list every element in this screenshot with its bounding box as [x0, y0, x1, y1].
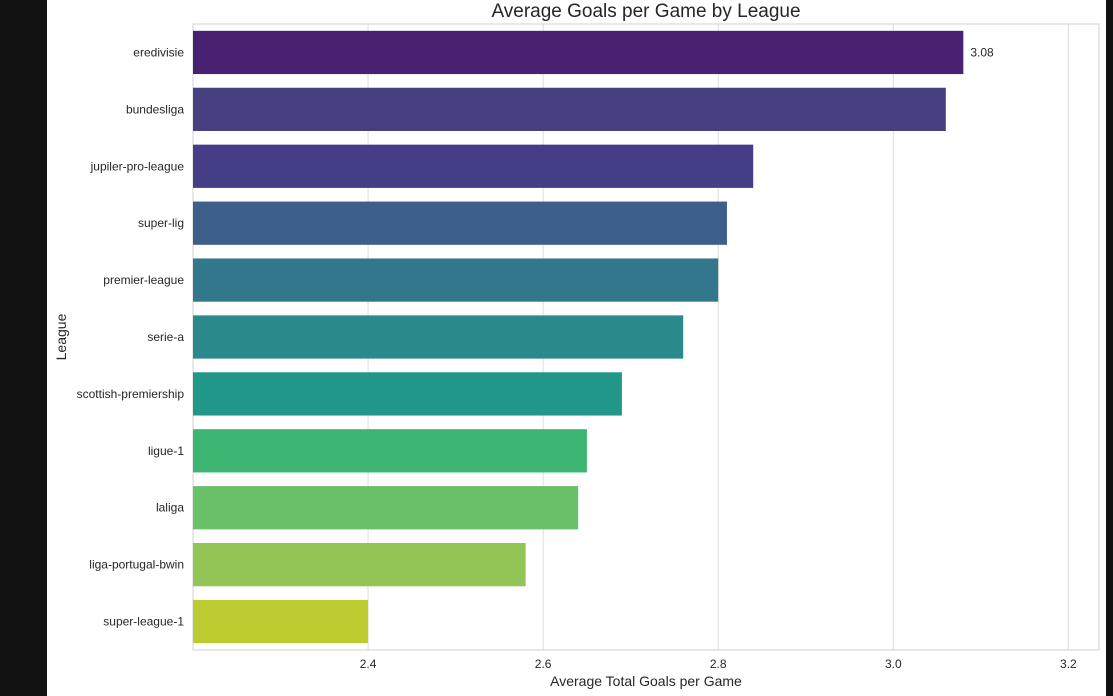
bar-bundesliga: [193, 87, 946, 131]
bars: [193, 30, 964, 644]
bar-laliga: [193, 486, 579, 530]
bar-ligue-1: [193, 429, 587, 473]
x-tick-label-2.8: 2.8: [710, 657, 727, 671]
data-label-eredivisie: 3.08: [970, 45, 994, 59]
y-tick-label-scottish-premiership: scottish-premiership: [77, 387, 185, 401]
y-tick-labels: eredivisie bundesliga jupiler-pro-league su…: [77, 45, 185, 628]
y-tick-label-super-lig: super-lig: [138, 216, 184, 230]
bar-scottish-premiership: [193, 372, 622, 416]
x-tick-label-3.2: 3.2: [1060, 657, 1077, 671]
y-tick-label-ligue-1: ligue-1: [148, 444, 184, 458]
y-tick-label-jupiler-pro-league: jupiler-pro-league: [90, 159, 185, 173]
x-tick-labels: 2.4 2.6 2.8 3.0 3.2: [360, 657, 1077, 671]
y-tick-label-eredivisie: eredivisie: [133, 45, 184, 59]
bar-jupiler-pro-league: [193, 144, 754, 188]
y-tick-label-super-league-1: super-league-1: [103, 615, 184, 629]
y-tick-label-premier-league: premier-league: [103, 273, 184, 287]
chart-canvas: Average Goals per Game by League Average…: [47, 0, 1106, 696]
bar-super-league-1: [193, 599, 369, 644]
bar-chart: Average Goals per Game by League Average…: [53, 1, 1100, 689]
bar-serie-a: [193, 315, 684, 359]
y-tick-label-serie-a: serie-a: [147, 330, 184, 344]
y-axis-label: League: [53, 313, 69, 360]
x-tick-label-2.4: 2.4: [360, 657, 377, 671]
bar-super-lig: [193, 201, 727, 245]
x-tick-label-2.6: 2.6: [535, 657, 552, 671]
y-tick-label-bundesliga: bundesliga: [126, 102, 184, 116]
bar-liga-portugal-bwin: [193, 543, 526, 587]
chart-title: Average Goals per Game by League: [491, 1, 800, 22]
y-tick-label-liga-portugal-bwin: liga-portugal-bwin: [89, 558, 184, 572]
data-labels: 3.08: [970, 45, 994, 59]
bar-eredivisie: [193, 30, 964, 75]
x-tick-label-3.0: 3.0: [885, 657, 902, 671]
bar-premier-league: [193, 258, 719, 302]
y-tick-label-laliga: laliga: [156, 501, 184, 515]
x-axis-label: Average Total Goals per Game: [550, 673, 742, 689]
